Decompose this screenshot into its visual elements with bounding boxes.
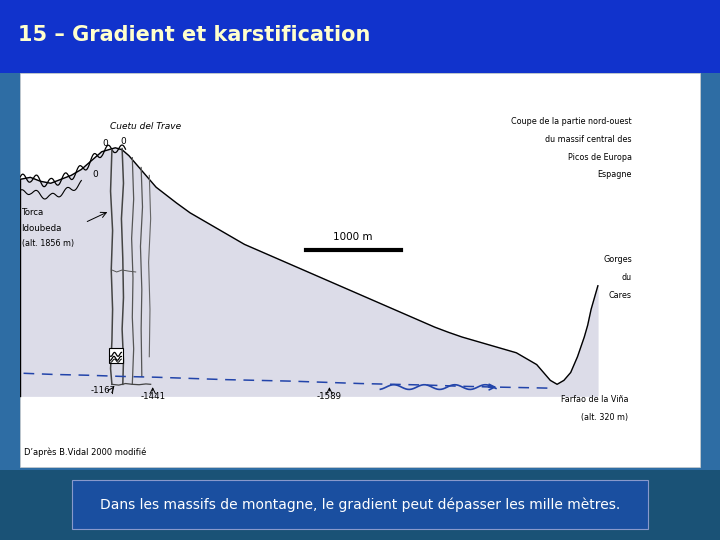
Text: Gorges: Gorges (603, 255, 632, 264)
Polygon shape (20, 148, 598, 396)
Text: du massif central des: du massif central des (545, 135, 632, 144)
Text: Picos de Europa: Picos de Europa (568, 153, 632, 161)
Text: Cares: Cares (609, 291, 632, 300)
Text: 0: 0 (120, 137, 126, 146)
Text: (alt. 320 m): (alt. 320 m) (581, 413, 629, 422)
Text: 15 – Gradient et karstification: 15 – Gradient et karstification (18, 25, 370, 45)
Bar (0, 470, 720, 540)
Bar (72, 481, 648, 529)
Text: Torca: Torca (22, 208, 44, 217)
Text: -1441: -1441 (140, 392, 166, 401)
Bar (20, 73, 700, 467)
Text: Idoubeda: Idoubeda (22, 224, 62, 233)
Text: D’après B.Vidal 2000 modifié: D’après B.Vidal 2000 modifié (24, 448, 146, 457)
Text: -1589: -1589 (317, 392, 342, 401)
Text: 0: 0 (92, 170, 98, 179)
Text: Espagne: Espagne (598, 170, 632, 179)
Text: Farfao de la Viña: Farfao de la Viña (561, 395, 629, 404)
Text: Dans les massifs de montagne, le gradient peut dépasser les mille mètres.: Dans les massifs de montagne, le gradien… (100, 498, 620, 512)
Text: -1167: -1167 (91, 386, 116, 395)
Bar (0, 0, 720, 73)
Text: Coupe de la partie nord-ouest: Coupe de la partie nord-ouest (511, 117, 632, 126)
Text: 0: 0 (102, 139, 108, 148)
Text: 1000 m: 1000 m (333, 232, 373, 242)
Text: Cuetu del Trave: Cuetu del Trave (110, 122, 181, 131)
Text: du: du (622, 273, 632, 282)
Bar (109, 348, 123, 363)
Text: (alt. 1856 m): (alt. 1856 m) (22, 239, 73, 248)
